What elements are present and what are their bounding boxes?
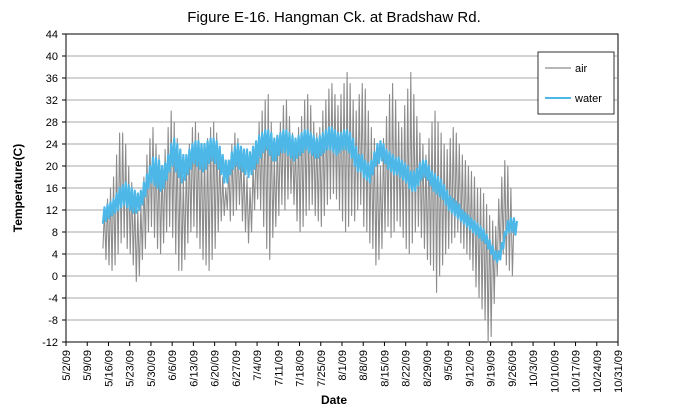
x-tick-label: 10/10/09: [549, 350, 561, 393]
legend-box: [537, 51, 615, 115]
y-tick-label: -4: [48, 293, 58, 305]
y-tick-label: -12: [42, 337, 58, 349]
x-tick-label: 7/25/09: [316, 350, 328, 387]
x-tick-label: 10/3/09: [528, 350, 540, 387]
x-tick-label: 8/29/09: [422, 350, 434, 387]
y-tick-label: 40: [46, 51, 58, 63]
x-tick-label: 7/11/09: [273, 350, 285, 386]
x-tick-label: 10/17/09: [571, 350, 583, 393]
x-axis-title: Date: [321, 393, 347, 407]
x-tick-label: 9/26/09: [507, 350, 519, 387]
y-tick-label: 24: [46, 139, 58, 151]
y-tick-label: 44: [46, 29, 58, 41]
x-tick-label: 5/30/09: [146, 350, 158, 387]
y-axis-title: Temperature(C): [11, 144, 25, 232]
x-tick-label: 6/27/09: [231, 350, 243, 387]
y-tick-label: 0: [52, 271, 58, 283]
y-tick-label: 20: [46, 161, 58, 173]
y-tick-label: 16: [46, 183, 58, 195]
x-tick-label: 5/9/09: [82, 350, 94, 381]
x-tick-label: 10/24/09: [592, 350, 604, 393]
legend: air water: [537, 51, 615, 115]
legend-label-water: water: [574, 93, 602, 105]
y-tick-label: 36: [46, 73, 58, 85]
x-tick-label: 7/4/09: [252, 350, 264, 381]
x-tick-label: 6/20/09: [210, 350, 222, 387]
x-tick-label: 8/8/09: [358, 350, 370, 381]
x-tick-label: 8/22/09: [401, 350, 413, 387]
x-tick-label: 7/18/09: [295, 350, 307, 387]
legend-label-air: air: [575, 63, 588, 75]
y-tick-label: 28: [46, 117, 58, 129]
x-tick-label: 5/2/09: [61, 350, 73, 381]
x-tick-label: 6/13/09: [188, 350, 200, 387]
series-layer: [101, 71, 519, 343]
y-tick-label: 32: [46, 95, 58, 107]
y-tick-label: 12: [46, 205, 58, 217]
x-tick-label: 9/19/09: [486, 350, 498, 387]
x-tick-label: 8/15/09: [379, 350, 391, 387]
chart-title: Figure E-16. Hangman Ck. at Bradshaw Rd.: [187, 9, 480, 26]
x-tick-label: 10/31/09: [613, 350, 625, 393]
y-tick-label: 4: [52, 249, 58, 261]
x-axis-ticks: 5/2/09 5/9/09 5/16/09 5/23/09 5/30/09 6/6/09 6…: [61, 342, 625, 393]
x-tick-label: 8/1/09: [337, 350, 349, 381]
x-tick-label: 5/23/09: [125, 350, 137, 387]
y-axis-ticks: -12 -8 -4 0 4 8 12 16 20 24 28 32 36 40 44: [42, 29, 66, 349]
y-tick-label: -8: [48, 315, 58, 327]
x-tick-label: 6/6/09: [167, 350, 179, 381]
x-tick-label: 9/5/09: [443, 350, 455, 381]
x-tick-label: 5/16/09: [103, 350, 115, 387]
y-tick-label: 8: [52, 227, 58, 239]
series-line-water: [101, 126, 519, 264]
x-tick-label: 9/12/09: [464, 350, 476, 387]
